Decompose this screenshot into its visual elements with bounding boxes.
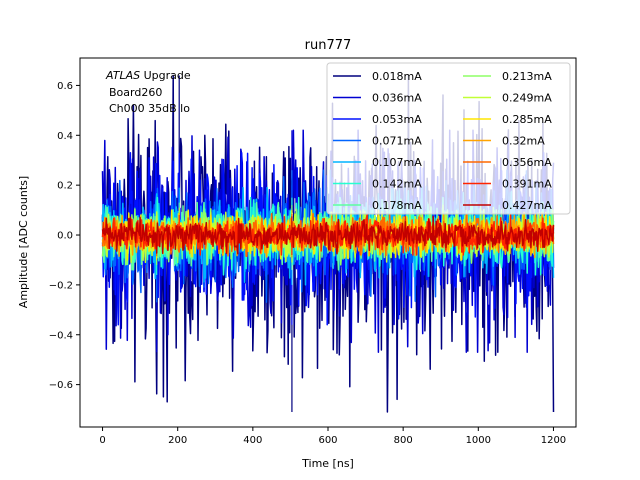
x-tick-label: 800	[394, 435, 413, 446]
annotation-line-2: Board260	[109, 86, 162, 99]
legend-label: 0.107mA	[372, 156, 422, 169]
legend: 0.018mA 0.036mA 0.053mA 0.071mA 0.107mA 0.142…	[326, 62, 571, 215]
legend-label: 0.018mA	[372, 70, 422, 83]
legend-label: 0.142mA	[372, 178, 422, 191]
y-tick-label: −0.2	[49, 280, 73, 291]
legend-label: 0.32mA	[502, 135, 545, 148]
legend-label: 0.053mA	[372, 113, 422, 126]
legend-label: 0.427mA	[502, 199, 552, 212]
legend-label: 0.356mA	[502, 156, 552, 169]
series-layer	[101, 74, 555, 413]
legend-label: 0.391mA	[502, 178, 552, 191]
x-tick-label: 1000	[466, 435, 491, 446]
legend-label: 0.071mA	[372, 135, 422, 148]
x-tick-label: 0	[99, 435, 105, 446]
annotation-line-3: Ch000 35dB lo	[109, 102, 190, 115]
y-axis: −0.6 −0.4 −0.2 0.0 0.2 0.4 0.6	[49, 81, 80, 391]
x-tick-label: 600	[318, 435, 337, 446]
legend-label: 0.178mA	[372, 199, 422, 212]
x-axis-label: Time [ns]	[301, 457, 354, 470]
y-tick-label: −0.4	[49, 330, 73, 341]
legend-label: 0.249mA	[502, 92, 552, 105]
chart-title: run777	[305, 38, 352, 53]
y-tick-label: 0.2	[57, 181, 73, 192]
legend-label: 0.285mA	[502, 113, 552, 126]
annotation-line-1: ATLAS Upgrade	[105, 69, 191, 82]
legend-label: 0.036mA	[372, 92, 422, 105]
y-tick-label: 0.4	[57, 131, 73, 142]
legend-box	[326, 62, 571, 215]
y-tick-label: 0.0	[57, 231, 73, 242]
annotation-upgrade: Upgrade	[140, 69, 191, 82]
atlas-annotation: ATLAS Upgrade Board260 Ch000 35dB lo	[105, 69, 191, 115]
x-tick-label: 1200	[541, 435, 566, 446]
x-tick-label: 400	[243, 435, 262, 446]
y-tick-label: 0.6	[57, 81, 73, 92]
legend-label: 0.213mA	[502, 70, 552, 83]
annotation-atlas: ATLAS	[105, 69, 140, 82]
y-axis-label: Amplitude [ADC counts]	[17, 176, 30, 308]
x-axis: 0 200 400 600 800 1000 1200	[99, 427, 566, 446]
x-tick-label: 200	[168, 435, 187, 446]
y-tick-label: −0.6	[49, 380, 73, 391]
series-line-0.427mA	[101, 215, 555, 255]
